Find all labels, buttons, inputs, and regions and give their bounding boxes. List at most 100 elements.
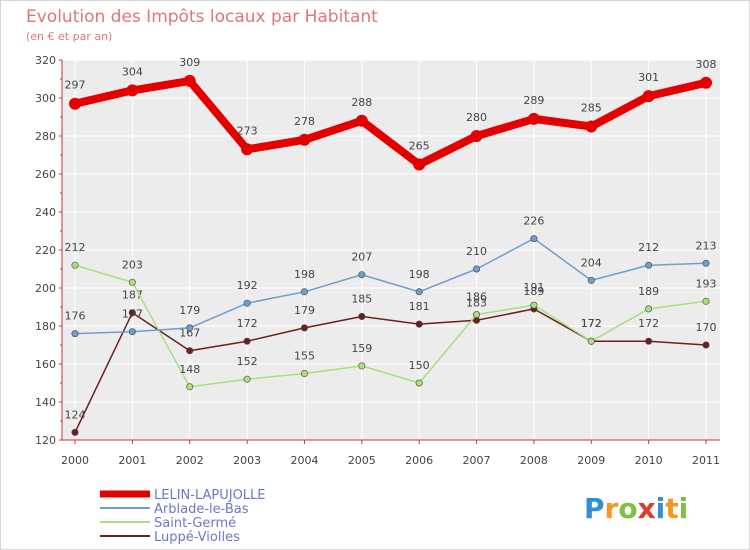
x-tick-label: 2007 (463, 454, 491, 467)
proxiti-logo: Proxiti (584, 492, 688, 525)
data-point (300, 324, 308, 332)
data-label: 176 (65, 310, 86, 323)
data-point (700, 76, 712, 89)
x-tick-label: 2004 (290, 454, 318, 467)
data-point (358, 312, 366, 320)
legend-label: Luppé-Violles (154, 530, 240, 545)
data-point (413, 158, 426, 171)
axes: 120 140 160 180 200 220 240 260 280 300 320 2000 200… (35, 54, 720, 467)
data-point (128, 309, 136, 317)
data-point (702, 341, 710, 349)
data-point (415, 379, 423, 387)
data-label: 204 (581, 256, 602, 269)
data-label: 172 (638, 317, 659, 330)
data-point (243, 337, 251, 345)
chart-title: Evolution des Impôts locaux par Habitant (26, 7, 378, 27)
data-label: 301 (638, 71, 659, 84)
data-label: 186 (466, 291, 487, 304)
series-line (74, 237, 707, 335)
x-tick-label: 2005 (348, 454, 376, 467)
x-tick-label: 2009 (577, 454, 605, 467)
x-tick-label: 2011 (692, 454, 720, 467)
data-point (300, 369, 308, 377)
y-tick-label: 280 (35, 130, 56, 143)
data-point (587, 337, 595, 345)
data-label: 289 (523, 94, 544, 107)
data-label: 265 (409, 140, 430, 153)
logo-letter: i (656, 492, 666, 525)
data-label: 172 (581, 317, 602, 330)
data-label: 309 (179, 56, 200, 69)
y-tick-label: 240 (35, 206, 56, 219)
data-point (300, 288, 308, 296)
logo-letter: x (638, 492, 656, 525)
proxiti-logo-text: Proxiti (584, 492, 688, 525)
data-point (186, 347, 194, 355)
data-point (241, 143, 254, 156)
logo-letter: o (618, 492, 637, 525)
data-point (587, 276, 595, 284)
y-tick-label: 140 (35, 396, 56, 409)
data-label: 191 (523, 281, 544, 294)
data-label: 273 (237, 124, 258, 137)
y-tick-label: 220 (35, 244, 56, 257)
logo-letter: P (584, 492, 605, 525)
data-point (530, 301, 538, 309)
data-label: 297 (65, 79, 86, 92)
x-tick-label: 2002 (176, 454, 204, 467)
x-tick-label: 2001 (118, 454, 146, 467)
x-tick-label: 2008 (520, 454, 548, 467)
data-label: 172 (237, 317, 258, 330)
data-point (645, 305, 653, 313)
data-point (473, 265, 481, 273)
y-tick-label: 180 (35, 320, 56, 333)
data-label: 210 (466, 245, 487, 258)
series-line (74, 264, 707, 388)
data-label: 152 (237, 355, 258, 368)
data-label: 177 (122, 308, 143, 321)
data-label: 189 (523, 285, 544, 298)
data-label: 198 (294, 268, 315, 281)
data-point (186, 324, 194, 332)
data-point (358, 271, 366, 279)
x-tick-label: 2000 (61, 454, 89, 467)
data-point (186, 383, 194, 391)
data-label: 159 (351, 342, 372, 355)
data-label: 150 (409, 359, 430, 372)
data-point (243, 375, 251, 383)
data-point (71, 428, 79, 436)
data-label: 207 (351, 251, 372, 264)
data-point (128, 328, 136, 336)
y-tick-label: 300 (35, 92, 56, 105)
data-label: 170 (696, 321, 717, 334)
data-label: 212 (638, 241, 659, 254)
y-tick-label: 160 (35, 358, 56, 371)
data-point (642, 90, 655, 103)
legend-label: LELIN-LAPUJOLLE (154, 488, 266, 503)
data-point (645, 261, 653, 269)
chart-subtitle: (en € et par an) (26, 30, 112, 43)
data-label: 213 (696, 239, 717, 252)
logo-letter: t (665, 492, 678, 525)
data-label: 148 (179, 363, 200, 376)
data-point (585, 120, 598, 133)
data-point (473, 311, 481, 319)
y-tick-label: 120 (35, 434, 56, 447)
data-point (183, 74, 196, 87)
data-label: 280 (466, 111, 487, 124)
legend-label: Arblade-le-Bas (154, 502, 249, 517)
data-label: 193 (696, 277, 717, 290)
data-label: 155 (294, 350, 315, 363)
data-label: 179 (294, 304, 315, 317)
data-point (702, 259, 710, 267)
y-tick-label: 320 (35, 54, 56, 67)
data-label: 189 (638, 285, 659, 298)
data-label: 308 (696, 58, 717, 71)
y-tick-label: 200 (35, 282, 56, 295)
data-point (69, 97, 81, 110)
series-line (74, 308, 707, 433)
data-point (298, 133, 311, 146)
